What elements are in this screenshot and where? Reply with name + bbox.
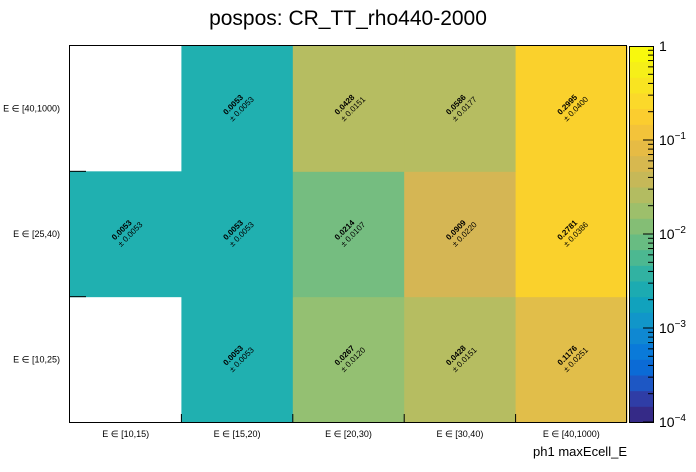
colorbar-band	[629, 124, 653, 141]
heatmap-cell	[404, 46, 517, 172]
colorbar-tick-base: 10	[659, 132, 675, 148]
colorbar-tick-base: 10	[659, 414, 675, 430]
colorbar-tick-exponent: −3	[675, 319, 687, 330]
colorbar-band	[629, 234, 653, 251]
colorbar-tick-label: 10−1	[659, 131, 686, 148]
heatmap-cells: 0.0053± 0.0053 0.0267± 0.0120 0.0428± 0.01…	[70, 46, 628, 423]
colorbar-tick-exponent: −2	[675, 225, 687, 236]
colorbar-tick-base: 10	[659, 226, 675, 242]
colorbar-band	[629, 202, 653, 219]
colorbar-tick-label: 1	[659, 38, 667, 54]
plot-frame	[69, 45, 627, 423]
heatmap-cell	[515, 46, 628, 172]
colorbar-band	[629, 155, 653, 172]
colorbar-band	[629, 390, 653, 407]
heatmap-cell	[292, 296, 405, 423]
x-axis-label: ph1 maxEcell_E	[533, 444, 627, 459]
colorbar-frame	[629, 46, 654, 423]
x-tick-label: E ∈ [30,40)	[436, 429, 483, 439]
heatmap-cell	[181, 171, 294, 298]
heatmap-cell	[404, 296, 517, 423]
colorbar-band	[629, 171, 653, 188]
x-tick-label: E ∈ [15,20)	[214, 429, 261, 439]
colorbar-tick-base: 10	[659, 320, 675, 336]
y-tick-label: E ∈ [10,25)	[13, 354, 60, 364]
colorbar-band	[629, 249, 653, 266]
colorbar-tick-label: 10−3	[659, 319, 686, 336]
heatmap-cell	[404, 171, 517, 298]
colorbar-band	[629, 343, 653, 360]
colorbar-band	[629, 265, 653, 282]
heatmap-cell	[181, 46, 294, 172]
y-axis-ticks: E ∈ [10,25) E ∈ [25,40) E ∈ [40,1000)	[3, 104, 86, 364]
heatmap-cell	[515, 296, 628, 423]
x-tick-label: E ∈ [10,15)	[102, 429, 149, 439]
colorbar-band	[629, 296, 653, 313]
chart-title: pospos: CR_TT_rho440-2000	[209, 7, 487, 30]
heatmap-cell	[70, 171, 182, 298]
colorbar-band	[629, 328, 653, 345]
heatmap-cell	[292, 171, 405, 298]
colorbar-band	[629, 77, 653, 94]
colorbar-band	[629, 218, 653, 235]
colorbar-tick-exponent: −1	[675, 131, 687, 142]
colorbar: 110−110−210−310−4	[629, 38, 686, 430]
colorbar-band	[629, 93, 653, 110]
colorbar-band	[629, 359, 653, 376]
colorbar-tick-label: 10−4	[659, 413, 686, 430]
colorbar-tick-exponent: −4	[675, 413, 687, 424]
heatmap-cell	[292, 46, 405, 172]
colorbar-tick-base: 1	[659, 38, 667, 54]
colorbar-band	[629, 281, 653, 298]
colorbar-band	[629, 61, 653, 78]
colorbar-tick-label: 10−2	[659, 225, 686, 242]
y-tick-label: E ∈ [25,40)	[13, 229, 60, 239]
x-tick-label: E ∈ [40,1000)	[543, 429, 600, 439]
colorbar-band	[629, 187, 653, 204]
colorbar-band	[629, 46, 653, 63]
heatmap-cell	[515, 171, 628, 298]
heatmap-cell	[181, 296, 294, 423]
colorbar-band	[629, 375, 653, 392]
x-tick-label: E ∈ [20,30)	[325, 429, 372, 439]
colorbar-band	[629, 406, 653, 423]
colorbar-band	[629, 140, 653, 157]
y-tick-label: E ∈ [40,1000)	[3, 104, 60, 114]
x-axis-ticks: E ∈ [10,15) E ∈ [15,20) E ∈ [20,30) E ∈ [30…	[102, 414, 600, 439]
colorbar-band	[629, 108, 653, 125]
colorbar-band	[629, 312, 653, 329]
